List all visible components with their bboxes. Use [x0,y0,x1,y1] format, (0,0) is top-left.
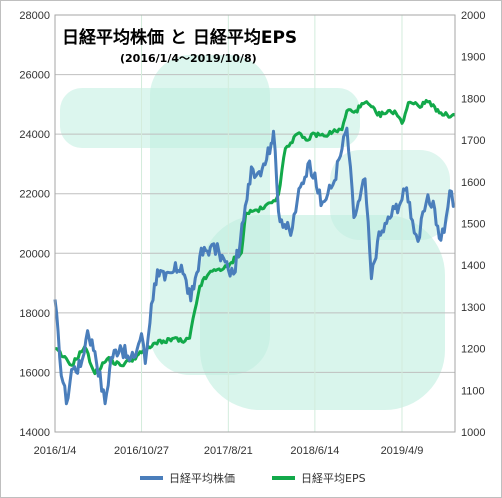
x-tick-label: 2016/10/27 [114,445,169,457]
watermark-corner [330,150,450,240]
y-right-tick-label: 2000 [461,10,485,22]
y-left-tick-label: 20000 [19,248,50,260]
x-tick-label: 2017/8/21 [204,445,253,457]
y-right-tick-label: 1400 [461,260,485,272]
y-left-tick-label: 28000 [19,10,50,22]
chart-subtitle: (2016/1/4〜2019/10/8) [120,52,257,65]
y-left-tick-label: 18000 [19,308,50,320]
y-right-tick-label: 1900 [461,52,485,64]
y-right-tick-label: 1500 [461,219,485,231]
y-right-tick-label: 1300 [461,302,485,314]
legend-label-stock: 日経平均株価 [169,471,235,485]
watermark-graphic [60,55,450,410]
x-tick-label: 2019/4/9 [381,445,424,457]
series-line-eps [55,99,456,376]
y-right-tick-label: 1000 [461,427,485,439]
y-right-tick-label: 1100 [461,385,485,397]
y-left-tick-label: 24000 [19,129,50,141]
series-line-stock-price [53,126,456,406]
plot-border [54,14,456,433]
x-tick-label: 2018/6/14 [290,445,339,457]
legend: 日経平均株価 日経平均EPS [140,471,366,485]
series-layer [53,99,456,406]
y-left-tick-label: 26000 [19,70,50,82]
legend-label-eps: 日経平均EPS [301,472,366,485]
y-right-tick-label: 1700 [461,135,485,147]
y-right-tick-label: 1600 [461,177,485,189]
x-tick-label: 2016/1/4 [34,445,77,457]
y-right-tick-label: 1200 [461,344,485,356]
y-left-tick-label: 22000 [19,189,50,201]
y-left-tick-label: 16000 [19,367,50,379]
y-right-tick-label: 1800 [461,93,485,105]
y-left-tick-label: 14000 [19,427,50,439]
chart-title: 日経平均株価 と 日経平均EPS [62,27,297,48]
tick-labels: 14000 16000 18000 20000 22000 24000 26000 28000… [19,10,485,457]
